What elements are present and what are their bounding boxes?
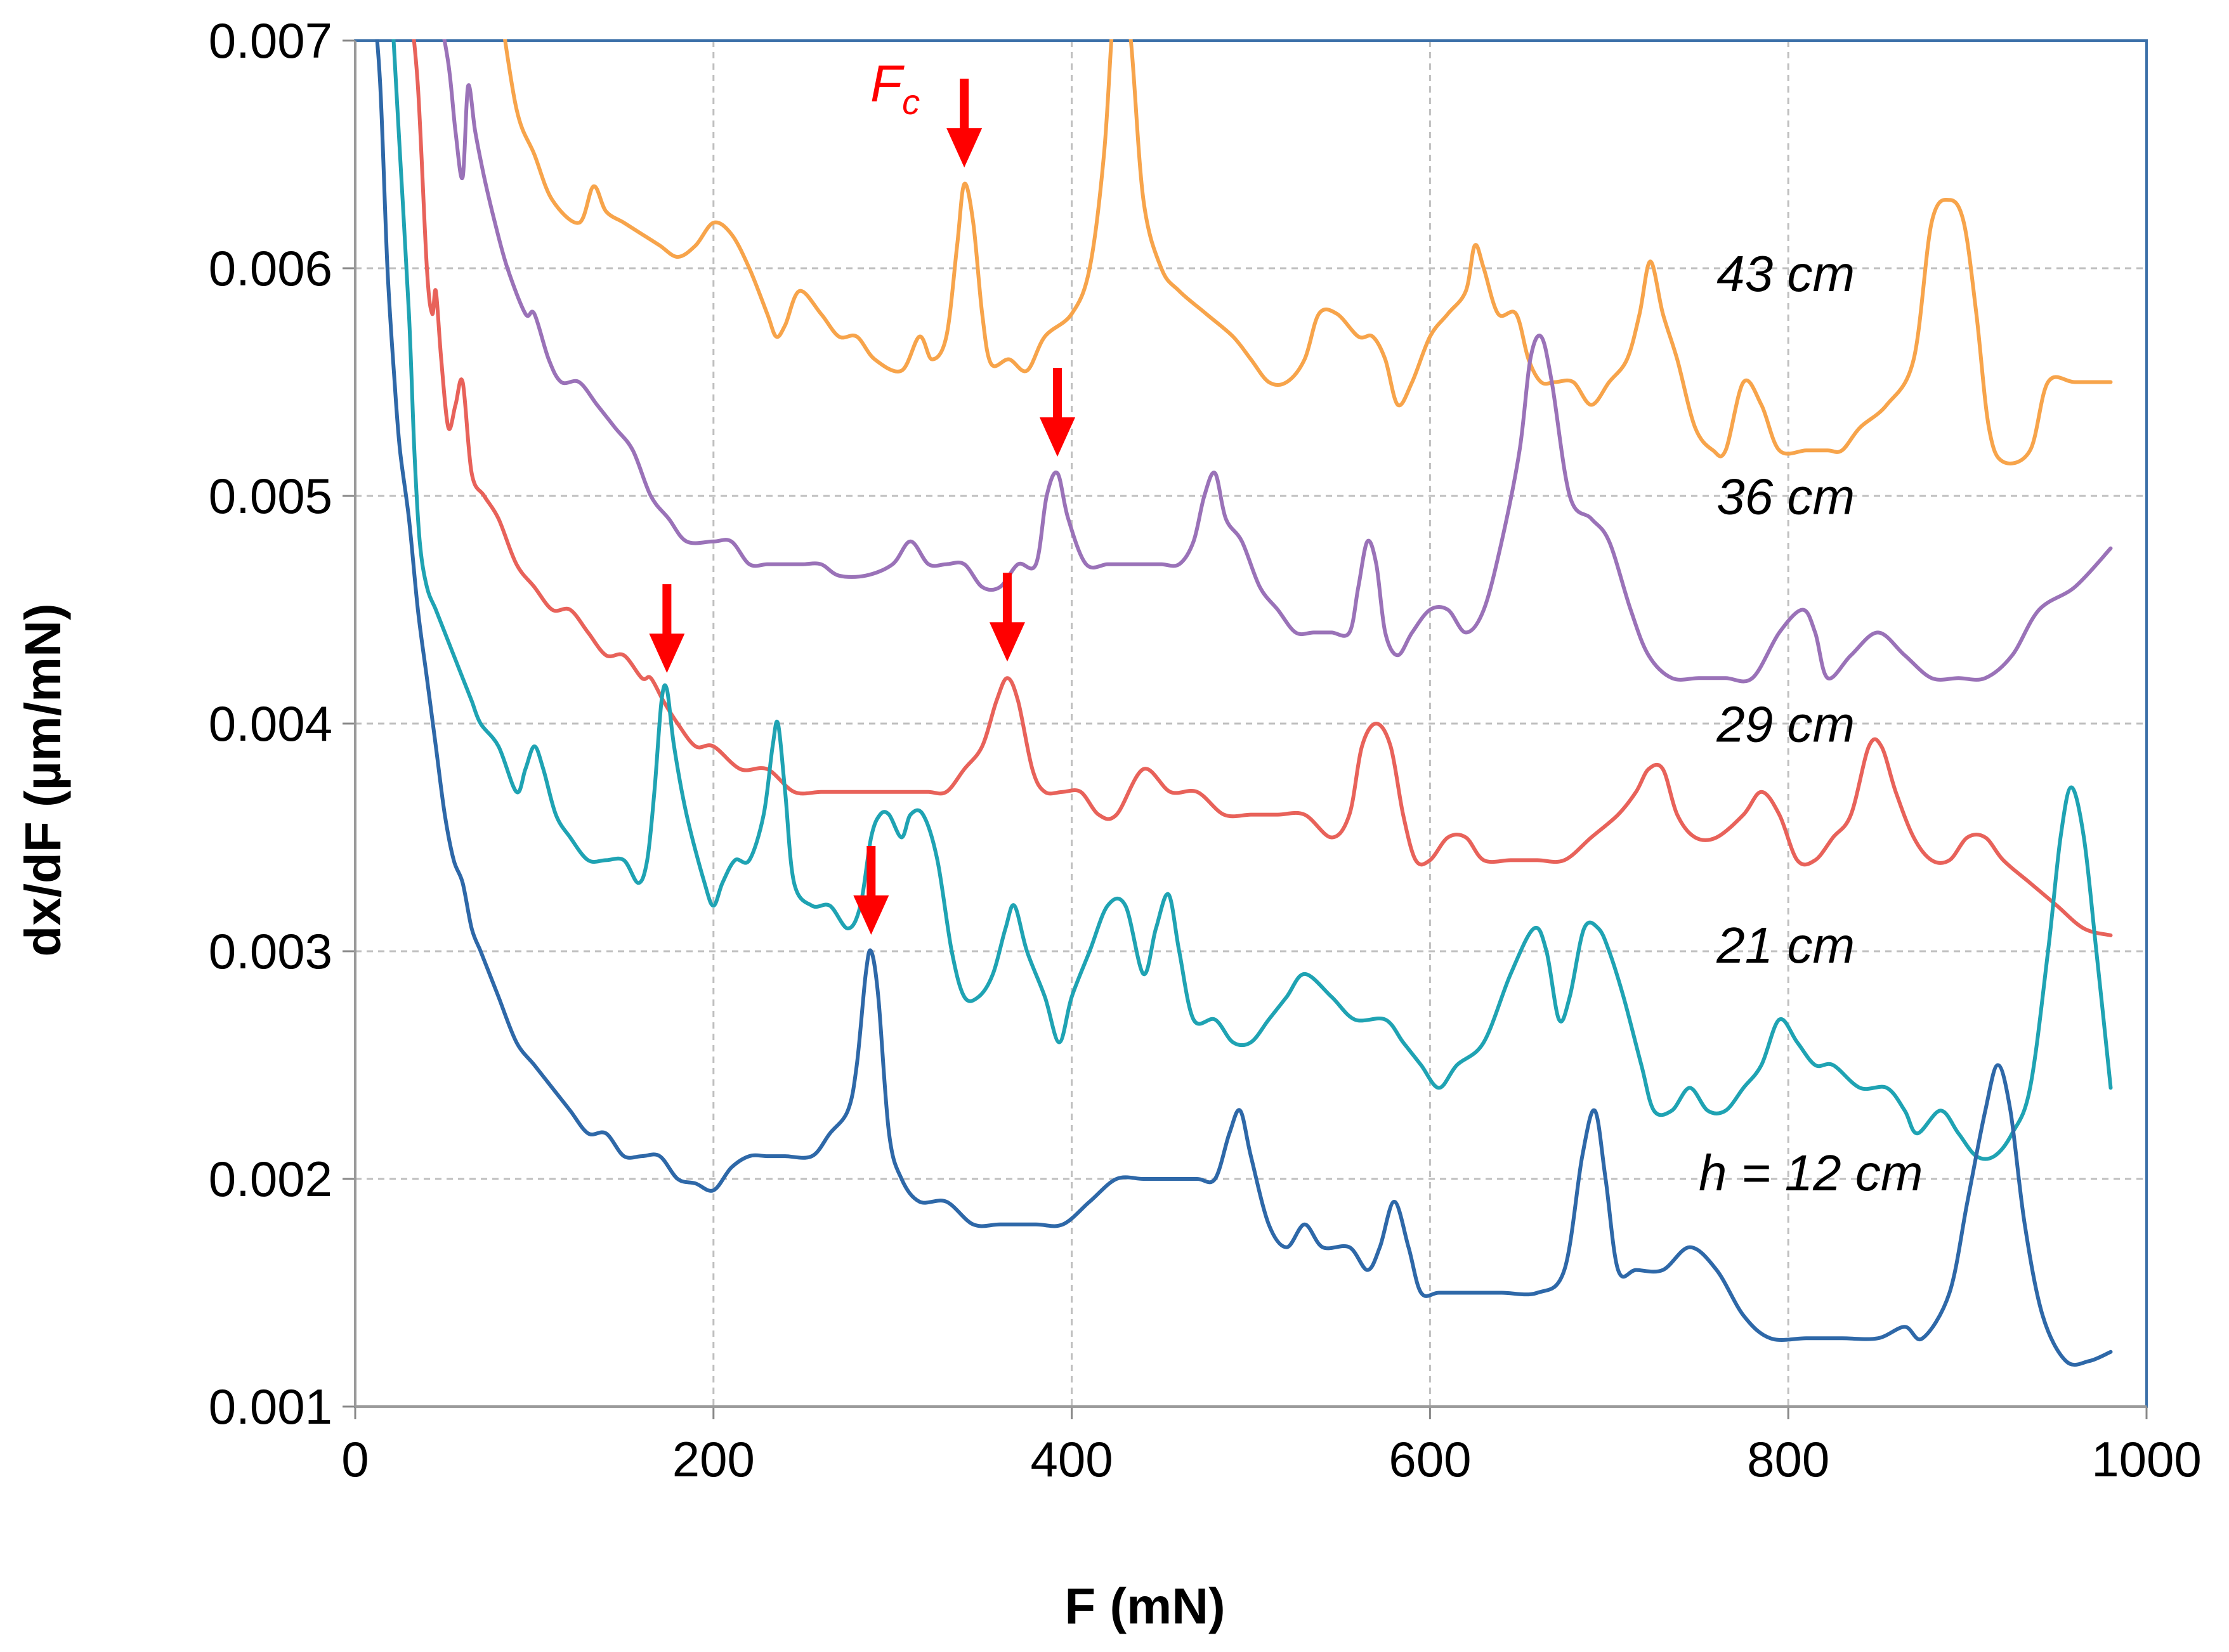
series-line-1 — [502, 39, 2113, 465]
y-tick-label: 0.002 — [209, 1151, 332, 1207]
fc-arrow-5 — [853, 846, 889, 935]
x-tick-label: 800 — [1747, 1431, 1829, 1487]
x-tick-label: 0 — [341, 1431, 369, 1487]
x-tick-label: 200 — [672, 1431, 755, 1487]
series-label-4: 21 cm — [1716, 917, 1855, 973]
x-tick-label: 400 — [1031, 1431, 1113, 1487]
fc-arrow-2 — [1040, 368, 1076, 457]
series-label-5: h = 12 cm — [1699, 1145, 1923, 1201]
series-line-3 — [412, 39, 2113, 937]
y-tick-label: 0.006 — [209, 240, 332, 296]
y-tick-label: 0.005 — [209, 468, 332, 524]
x-tick-label: 600 — [1389, 1431, 1471, 1487]
series-line-5 — [375, 39, 2113, 1367]
series-label-2: 36 cm — [1716, 469, 1855, 525]
series-line-4 — [391, 39, 2113, 1161]
fc-label: Fc — [870, 55, 920, 122]
axes: 0.001 0.002 0.003 0.004 0.005 0.006 0.007 0 200 4… — [209, 13, 2202, 1487]
series-label-1: 43 cm — [1716, 245, 1855, 302]
annotation-arrows — [649, 79, 1076, 935]
y-tick-label: 0.004 — [209, 696, 332, 751]
y-tick-label: 0.003 — [209, 923, 332, 979]
y-axis-title: dx/dF (µm/mN) — [15, 603, 71, 956]
gridlines — [355, 41, 2147, 1407]
series-clipped — [375, 39, 2113, 1367]
series-line-2 — [442, 39, 2113, 684]
series-group — [375, 39, 2113, 1367]
fc-arrow-1 — [946, 79, 983, 168]
y-tick-label: 0.007 — [209, 13, 332, 68]
fc-arrow-4 — [649, 584, 685, 673]
fc-arrow-3 — [989, 573, 1025, 662]
series-label-3: 29 cm — [1716, 696, 1855, 753]
fc-label-main: F — [870, 55, 905, 113]
x-axis-title: F (mN) — [1064, 1578, 1225, 1634]
x-tick-label: 1000 — [2091, 1431, 2202, 1487]
y-tick-label: 0.001 — [209, 1379, 332, 1434]
labels: 43 cm 36 cm 29 cm 21 cm h = 12 cm — [1699, 245, 1923, 1201]
fc-label-subscript: c — [902, 82, 920, 122]
